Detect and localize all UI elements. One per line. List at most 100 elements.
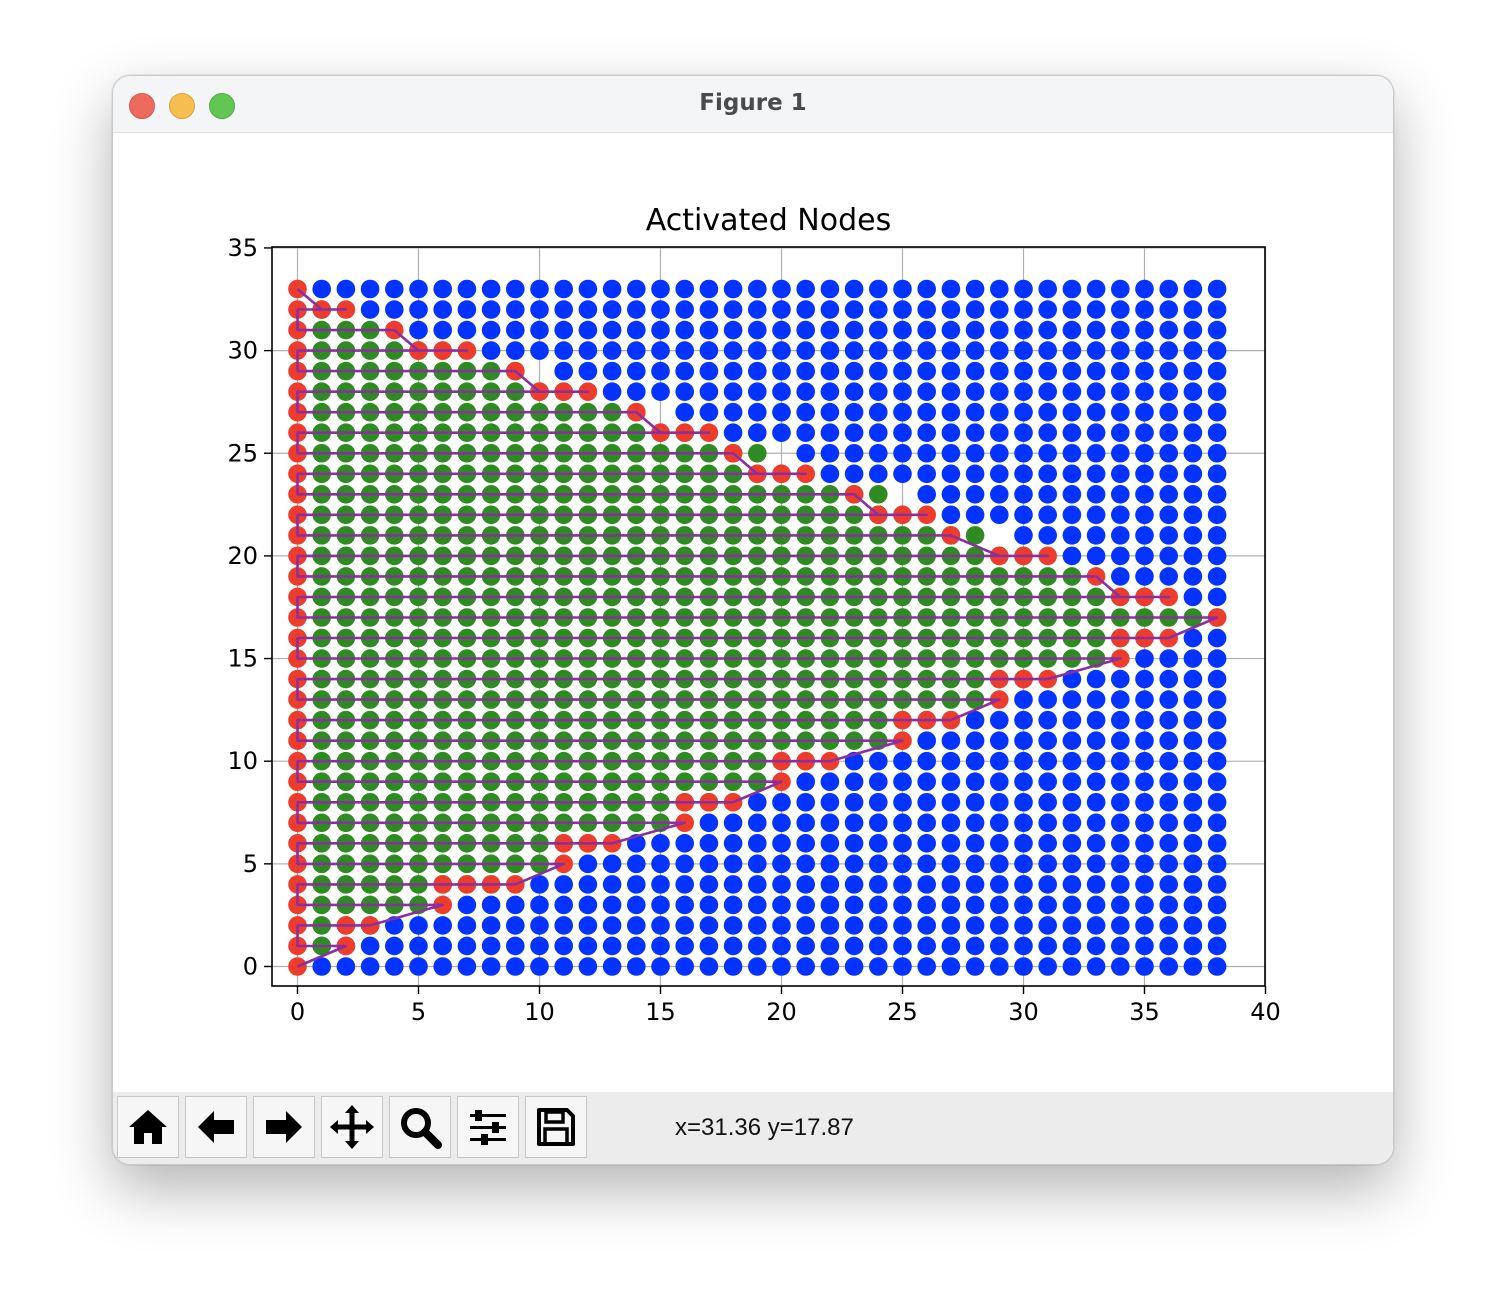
inactive-node-point: [965, 505, 985, 525]
inactive-node-point: [578, 279, 598, 299]
inactive-node-point: [1207, 402, 1227, 422]
inactive-node-point: [1038, 751, 1057, 771]
inactive-node-point: [1062, 423, 1082, 443]
inactive-node-point: [844, 300, 864, 319]
inactive-node-point: [941, 402, 961, 422]
inactive-node-point: [1207, 423, 1227, 443]
inactive-node-point: [820, 772, 840, 792]
close-window-button[interactable]: [129, 93, 155, 119]
maximize-window-button[interactable]: [209, 93, 235, 119]
inactive-node-point: [457, 320, 477, 340]
inactive-node-point: [820, 443, 840, 463]
inactive-node-point: [990, 361, 1009, 381]
inactive-node-point: [1062, 382, 1082, 401]
inactive-node-point: [675, 895, 694, 915]
inactive-node-point: [457, 936, 477, 956]
inactive-node-point: [917, 936, 936, 956]
inactive-node-point: [1062, 772, 1082, 792]
inactive-node-point: [360, 300, 380, 319]
inactive-node-point: [1014, 834, 1033, 853]
save-button[interactable]: [525, 1096, 587, 1158]
inactive-node-point: [844, 854, 864, 874]
configure-button[interactable]: [457, 1096, 519, 1158]
inactive-node-point: [578, 854, 598, 874]
pan-button[interactable]: [321, 1096, 383, 1158]
inactive-node-point: [1183, 423, 1203, 443]
inactive-node-point: [1038, 854, 1057, 874]
inactive-node-point: [941, 320, 961, 340]
inactive-node-point: [1062, 485, 1082, 504]
inactive-node-point: [1086, 443, 1106, 463]
inactive-node-point: [1014, 895, 1033, 915]
inactive-node-point: [1086, 320, 1106, 340]
inactive-node-point: [723, 936, 743, 956]
inactive-node-point: [578, 875, 598, 894]
inactive-node-point: [1159, 792, 1178, 812]
inactive-node-point: [1038, 690, 1057, 709]
inactive-node-point: [796, 854, 815, 874]
inactive-node-point: [844, 834, 864, 853]
inactive-node-point: [1062, 936, 1082, 956]
title-bar[interactable]: Figure 1: [113, 76, 1393, 133]
inactive-node-point: [1062, 320, 1082, 340]
inactive-node-point: [1062, 792, 1082, 812]
inactive-node-point: [699, 382, 719, 401]
inactive-node-point: [1014, 300, 1033, 319]
inactive-node-point: [578, 320, 598, 340]
inactive-node-point: [893, 402, 912, 422]
inactive-node-point: [651, 341, 670, 360]
inactive-node-point: [1038, 464, 1057, 484]
inactive-node-point: [506, 936, 525, 956]
inactive-node-point: [990, 423, 1009, 443]
inactive-node-point: [409, 279, 428, 299]
inactive-node-point: [1183, 587, 1203, 607]
inactive-node-point: [1207, 957, 1227, 976]
inactive-node-point: [1183, 669, 1203, 689]
inactive-node-point: [1183, 772, 1203, 792]
arrow-left-icon: [198, 1111, 234, 1143]
inactive-node-point: [820, 320, 840, 340]
inactive-node-point: [772, 279, 791, 299]
x-tick-label: 0: [290, 998, 305, 1026]
scatter-plot[interactable]: 0 5 10 15 20 25 30 35 40 0 5 10 15 20 25 30 35 Activated…: [113, 133, 1393, 1091]
inactive-node-point: [675, 402, 694, 422]
inactive-node-point: [772, 341, 791, 360]
inactive-node-point: [1038, 834, 1057, 853]
inactive-node-point: [554, 279, 573, 299]
inactive-node-point: [675, 320, 694, 340]
inactive-node-point: [1159, 710, 1178, 730]
inactive-node-point: [1086, 279, 1106, 299]
back-button[interactable]: [185, 1096, 247, 1158]
figure-canvas[interactable]: 0 5 10 15 20 25 30 35 40 0 5 10 15 20 25 30 35 Activated…: [113, 133, 1393, 1091]
inactive-node-point: [627, 895, 646, 915]
inactive-node-point: [1207, 731, 1227, 750]
inactive-node-point: [1207, 505, 1227, 525]
inactive-node-point: [1014, 854, 1033, 874]
inactive-node-point: [1111, 731, 1130, 750]
inactive-node-point: [1038, 792, 1057, 812]
inactive-node-point: [360, 279, 380, 299]
inactive-node-point: [457, 279, 477, 299]
inactive-node-point: [506, 895, 525, 915]
inactive-node-point: [1038, 875, 1057, 894]
home-button[interactable]: [117, 1096, 179, 1158]
inactive-node-point: [941, 505, 961, 525]
inactive-node-point: [530, 957, 549, 976]
inactive-node-point: [1062, 690, 1082, 709]
inactive-node-point: [1159, 423, 1178, 443]
inactive-node-point: [796, 423, 815, 443]
inactive-node-point: [506, 300, 525, 319]
inactive-node-point: [796, 834, 815, 853]
zoom-button[interactable]: [389, 1096, 451, 1158]
inactive-node-point: [602, 300, 622, 319]
inactive-node-point: [385, 279, 404, 299]
inactive-node-point: [433, 916, 453, 935]
inactive-node-point: [893, 854, 912, 874]
forward-button[interactable]: [253, 1096, 315, 1158]
inactive-node-point: [433, 936, 453, 956]
inactive-node-point: [820, 341, 840, 360]
inactive-node-point: [1111, 464, 1130, 484]
inactive-node-point: [844, 423, 864, 443]
minimize-window-button[interactable]: [169, 93, 195, 119]
inactive-node-point: [1086, 957, 1106, 976]
